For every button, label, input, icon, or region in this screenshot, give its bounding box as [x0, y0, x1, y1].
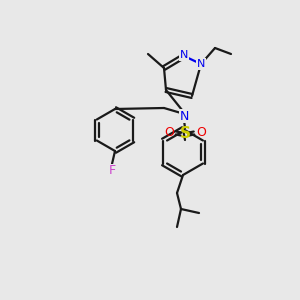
Text: O: O [196, 127, 206, 140]
Text: N: N [179, 110, 189, 122]
Text: N: N [180, 50, 188, 60]
Text: O: O [164, 127, 174, 140]
Text: N: N [197, 59, 205, 69]
Text: S: S [179, 127, 191, 142]
Text: F: F [108, 164, 116, 178]
